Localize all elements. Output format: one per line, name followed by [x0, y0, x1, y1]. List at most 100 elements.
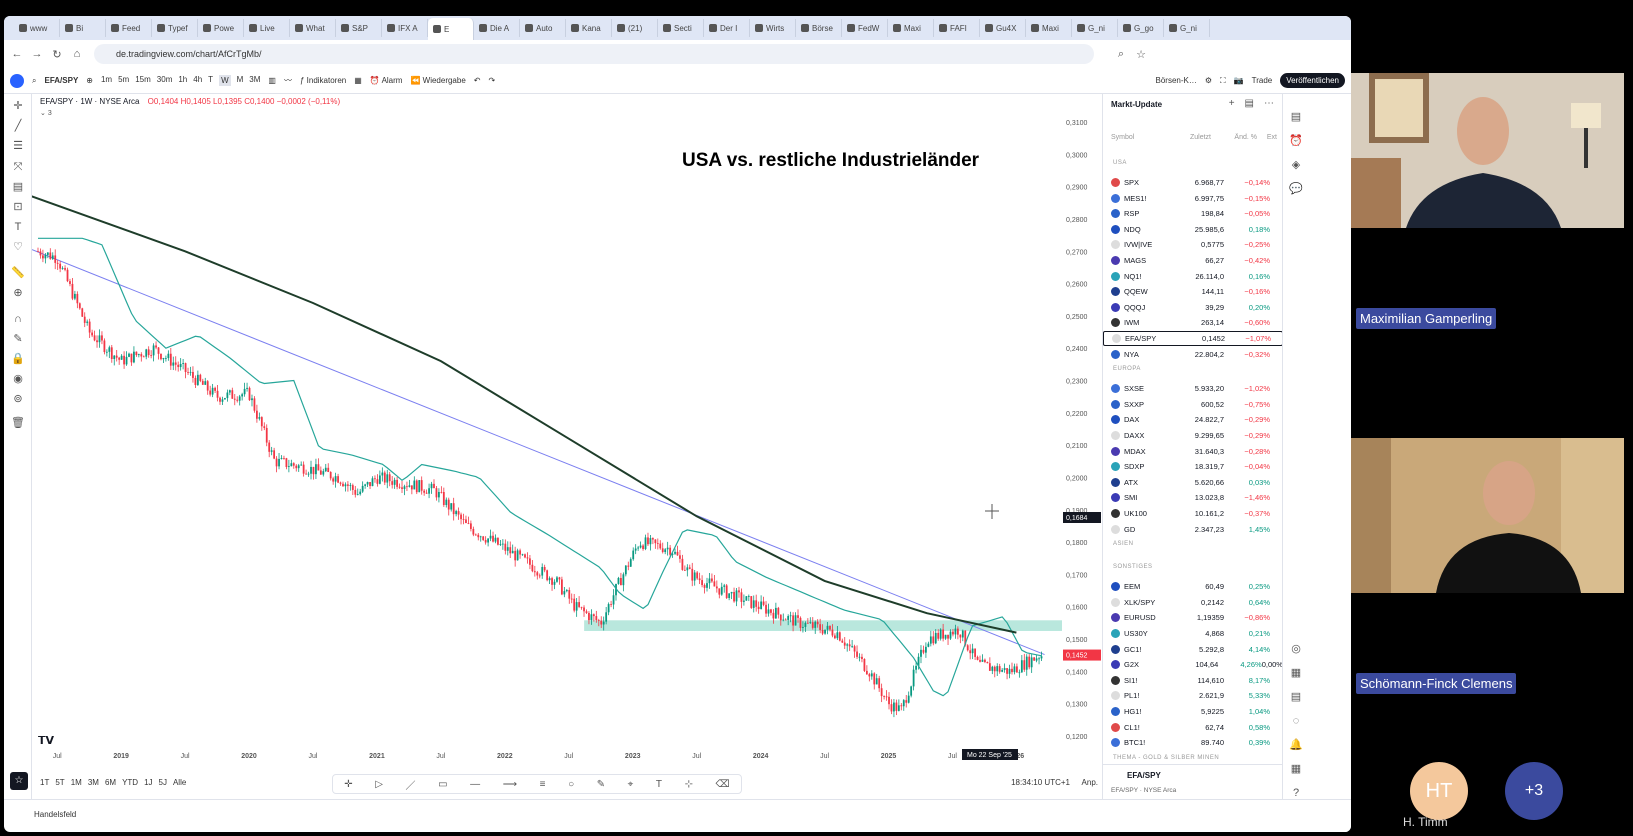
watchlist-row[interactable]: NDQ 25.985,6 0,18%	[1103, 222, 1283, 237]
column-header[interactable]: Änd. %	[1234, 134, 1257, 141]
compare-icon[interactable]: ⊕	[86, 76, 93, 85]
settings-icon[interactable]: ⚙	[1204, 76, 1213, 85]
trade-button[interactable]: Trade	[1251, 76, 1273, 85]
watchlist-row[interactable]: EFA/SPY 0,1452 −1,07%	[1103, 331, 1283, 346]
watchlist-row[interactable]: SDXP 18.319,7 −0,04%	[1103, 459, 1283, 474]
watchlist-row[interactable]: ATX 5.620,66 0,03%	[1103, 475, 1283, 490]
browser-tab[interactable]: Secti	[658, 19, 704, 37]
section-header[interactable]: THEMA - GOLD & SILBER MINEN	[1113, 754, 1220, 761]
interval-button[interactable]: 5m	[118, 75, 130, 84]
browser-tab[interactable]: IFX A	[382, 19, 428, 37]
fib-icon[interactable]: ☰	[13, 140, 23, 152]
browser-tab[interactable]: Auto	[520, 19, 566, 37]
browser-tab[interactable]: Kana	[566, 19, 612, 37]
browser-tab[interactable]: G_ni	[1164, 19, 1210, 37]
browser-tab[interactable]: Live	[244, 19, 290, 37]
projection-icon[interactable]: ▤	[12, 181, 24, 193]
watchlist-row[interactable]: SI1! 114,610 8,17%	[1103, 673, 1283, 688]
watchlist-row[interactable]: EURUSD 1,19359 −0,86%	[1103, 610, 1283, 625]
redo-icon[interactable]: ↷	[488, 76, 496, 85]
watchlist-row[interactable]: DAXX 9.299,65 −0,29%	[1103, 428, 1283, 443]
play-icon[interactable]: ▷	[375, 778, 383, 790]
interval-button[interactable]: 1m	[100, 75, 113, 84]
snapshot-icon[interactable]: 📷	[1233, 76, 1244, 85]
browser-tab[interactable]: Powe	[198, 19, 244, 37]
watchlist-row[interactable]: US30Y 4,868 0,21%	[1103, 626, 1283, 641]
browser-tab[interactable]: Börse	[796, 19, 842, 37]
more-participants-badge[interactable]: +3	[1505, 762, 1563, 820]
column-header[interactable]: Ext	[1266, 134, 1277, 141]
watchlist-row[interactable]: MAGS 66,27 −0,42%	[1103, 253, 1283, 268]
watchlist-row[interactable]: SXXP 600,52 −0,75%	[1103, 397, 1283, 412]
trendline-icon[interactable]: ╱	[14, 120, 22, 132]
browser-tab[interactable]: Wirts	[750, 19, 796, 37]
browser-tab[interactable]: G_ni	[1072, 19, 1118, 37]
brush-icon[interactable]: ✎	[596, 778, 606, 790]
browser-tab[interactable]: FAFI	[934, 19, 980, 37]
chat-icon[interactable]: 💬	[1289, 183, 1303, 195]
watchlist-row[interactable]: BTC1! 89.740 0,39%	[1103, 735, 1283, 750]
watchlist-row[interactable]: EEM 60,49 0,25%	[1103, 579, 1283, 594]
browser-tab[interactable]: Maxi	[1026, 19, 1072, 37]
interval-button[interactable]: 15m	[135, 75, 151, 84]
watchlist-row[interactable]: QQEW 144,11 −0,16%	[1103, 284, 1283, 299]
detail-symbol[interactable]: EFA/SPY	[1127, 771, 1161, 780]
help-icon[interactable]: ?	[1292, 787, 1300, 799]
watchlist-row[interactable]: XLK/SPY 0,2142 0,64%	[1103, 595, 1283, 610]
advanced-view-icon[interactable]: ▤	[1244, 98, 1254, 109]
fullscreen-icon[interactable]: ⛶	[1220, 75, 1226, 85]
price-chart[interactable]: 0,3100 0,3000 0,2900 0,2800 0,2700 0,2600 0,25…	[31, 94, 1102, 766]
browser-tab[interactable]: Typef	[152, 19, 198, 37]
chart-type-icon[interactable]: ▥	[268, 76, 276, 85]
range-button[interactable]: 1T	[40, 778, 50, 787]
watchlist-row[interactable]: G2X 104,64 4,26% 0,00%	[1103, 657, 1283, 672]
reload-icon[interactable]: ↻	[52, 48, 62, 61]
bell-icon[interactable]: 🔔	[1289, 739, 1303, 751]
heart-icon[interactable]: ♡	[13, 241, 23, 253]
trading-panel-tab[interactable]: Handelsfeld	[34, 810, 77, 819]
news-icon[interactable]: ▤	[1290, 691, 1302, 703]
ruler-icon[interactable]: 📏	[11, 267, 25, 279]
marker-icon[interactable]: ⌖	[627, 778, 634, 790]
grid-icon[interactable]: ▦	[1290, 763, 1302, 775]
zoom-icon[interactable]: ⊕	[13, 287, 23, 299]
add-symbol-icon[interactable]: +	[1228, 98, 1235, 109]
watchlist-row[interactable]: NYA 22.804,2 −0,32%	[1103, 347, 1283, 362]
alarm-button[interactable]: ⏰ Alarm	[369, 76, 403, 85]
broadcast-icon[interactable]: ◌	[1292, 715, 1300, 727]
circle-icon[interactable]: ○	[568, 778, 575, 790]
range-button[interactable]: YTD	[122, 778, 139, 787]
browser-tab[interactable]: Bi	[60, 19, 106, 37]
fib-icon[interactable]: ≡	[539, 778, 546, 790]
watchlist-row[interactable]: HG1! 5,9225 1,04%	[1103, 704, 1283, 719]
watchlist-row[interactable]: IWM 263,14 −0,60%	[1103, 315, 1283, 330]
browser-tab[interactable]: Der I	[704, 19, 750, 37]
watchlist-row[interactable]: GC1! 5.292,8 4,14%	[1103, 642, 1283, 657]
visibility-icon[interactable]: ◉	[13, 373, 23, 385]
more-icon[interactable]: ⋯	[1264, 98, 1274, 109]
target-icon[interactable]: ◎	[1291, 643, 1301, 655]
favorites-star-icon[interactable]: ☆	[10, 772, 28, 790]
horizontal-line-icon[interactable]: —	[470, 778, 481, 790]
range-button[interactable]: 6M	[104, 778, 117, 787]
indicator-toggle[interactable]: ⌄ 3	[40, 110, 52, 117]
watchlist-row[interactable]: PL1! 2.621,9 5,33%	[1103, 688, 1283, 703]
line-style-icon[interactable]: 〰	[283, 76, 292, 85]
lock-icon[interactable]: 🔒	[11, 353, 25, 365]
undo-icon[interactable]: ↶	[473, 76, 481, 85]
watchlist-row[interactable]: NQ1! 26.114,0 0,16%	[1103, 269, 1283, 284]
browser-tab[interactable]: S&P	[336, 19, 382, 37]
range-button[interactable]: 5T	[55, 778, 65, 787]
interval-button[interactable]: 30m	[156, 75, 173, 84]
tree-icon[interactable]: ⊚	[13, 393, 23, 405]
range-button[interactable]: 5J	[158, 778, 167, 787]
watchlist-row[interactable]: GD 2.347,23 1,45%	[1103, 522, 1283, 537]
browser-tab[interactable]: (21)	[612, 19, 658, 37]
range-button[interactable]: 3M	[87, 778, 99, 787]
ray-icon[interactable]: ⟶	[502, 778, 518, 790]
browser-tab[interactable]: E	[428, 18, 474, 40]
chart-pane[interactable]: 0,3100 0,3000 0,2900 0,2800 0,2700 0,2600 0,25…	[31, 94, 1102, 766]
watchlist-row[interactable]: IVW|IVE 0,5775 −0,25%	[1103, 237, 1283, 252]
calendar-icon[interactable]: ▦	[1290, 667, 1302, 679]
symbol-search-icon[interactable]: ⌕	[32, 75, 37, 85]
